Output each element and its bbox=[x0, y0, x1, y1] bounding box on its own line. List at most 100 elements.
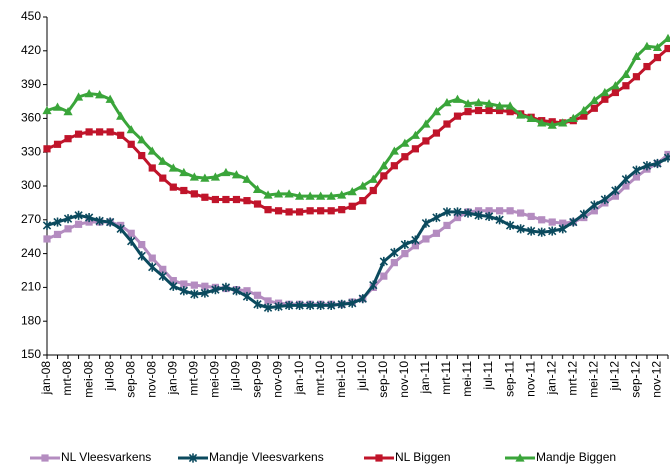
point bbox=[538, 216, 546, 224]
point bbox=[127, 236, 136, 246]
point bbox=[410, 130, 420, 139]
point bbox=[421, 218, 431, 228]
x-tick-label: mrt-10 bbox=[313, 361, 327, 396]
point bbox=[211, 285, 220, 295]
point bbox=[494, 101, 505, 110]
x-tick-label: nov-11 bbox=[523, 361, 537, 397]
point bbox=[201, 282, 209, 290]
point bbox=[653, 53, 662, 62]
point bbox=[190, 281, 198, 289]
x-tick-label: jan-09 bbox=[165, 361, 179, 396]
point bbox=[42, 220, 52, 231]
point bbox=[189, 172, 199, 181]
point bbox=[390, 259, 398, 267]
point bbox=[190, 289, 199, 299]
point bbox=[106, 128, 114, 136]
point bbox=[242, 174, 252, 183]
legend-label: NL Biggen bbox=[395, 450, 451, 464]
point bbox=[347, 187, 357, 196]
point bbox=[548, 226, 557, 236]
point bbox=[326, 191, 336, 200]
point bbox=[390, 162, 398, 170]
x-tick-label: sep-11 bbox=[502, 361, 516, 397]
point bbox=[611, 192, 619, 200]
point bbox=[632, 73, 641, 81]
y-tick-label: 450 bbox=[21, 9, 41, 23]
point bbox=[274, 207, 283, 215]
point bbox=[263, 190, 273, 199]
point bbox=[53, 230, 62, 239]
point bbox=[506, 207, 514, 215]
point bbox=[631, 51, 642, 61]
point bbox=[231, 170, 242, 179]
point bbox=[432, 129, 441, 137]
point bbox=[317, 207, 325, 215]
point bbox=[401, 250, 409, 258]
point bbox=[642, 41, 652, 50]
point bbox=[337, 190, 347, 199]
point bbox=[53, 140, 62, 148]
legend-label: Mandje Biggen bbox=[536, 450, 616, 464]
point bbox=[148, 262, 157, 272]
point bbox=[138, 240, 146, 249]
point bbox=[159, 174, 167, 182]
point bbox=[358, 294, 367, 304]
point bbox=[169, 281, 178, 291]
point bbox=[232, 286, 241, 296]
point bbox=[327, 207, 335, 215]
point bbox=[653, 158, 662, 169]
point bbox=[422, 235, 430, 243]
y-tick-label: 210 bbox=[21, 280, 41, 294]
point bbox=[421, 119, 431, 128]
point bbox=[221, 167, 231, 177]
point bbox=[664, 44, 670, 53]
point bbox=[663, 153, 670, 163]
point bbox=[63, 107, 73, 116]
point bbox=[590, 200, 599, 210]
y-tick-label: 180 bbox=[21, 313, 41, 327]
point bbox=[517, 209, 525, 217]
point bbox=[611, 88, 619, 97]
point bbox=[380, 172, 388, 180]
point bbox=[138, 151, 146, 160]
point bbox=[642, 161, 652, 171]
y-tick-label: 150 bbox=[21, 347, 41, 361]
point bbox=[369, 280, 378, 290]
point bbox=[190, 190, 198, 198]
point bbox=[432, 212, 441, 223]
point bbox=[527, 226, 536, 236]
point bbox=[296, 208, 304, 216]
point bbox=[305, 191, 315, 200]
point bbox=[338, 206, 346, 214]
point bbox=[400, 138, 410, 147]
x-tick-label: mei-08 bbox=[81, 361, 95, 398]
legend-label: Mandje Vleesvarkens bbox=[209, 450, 324, 464]
point bbox=[147, 146, 157, 155]
x-tick-label: jan-11 bbox=[418, 361, 432, 395]
point bbox=[369, 186, 377, 195]
point bbox=[179, 167, 189, 177]
point bbox=[243, 197, 251, 205]
point bbox=[473, 98, 484, 107]
point bbox=[273, 189, 284, 198]
point bbox=[285, 208, 293, 216]
series-line bbox=[46, 153, 669, 306]
point bbox=[622, 82, 630, 90]
point bbox=[569, 217, 578, 227]
point bbox=[632, 165, 641, 175]
point bbox=[201, 193, 209, 201]
point bbox=[610, 81, 620, 90]
x-tick-label: nov-10 bbox=[397, 361, 411, 398]
point bbox=[169, 277, 177, 285]
point bbox=[316, 191, 326, 200]
point bbox=[359, 197, 367, 205]
point bbox=[148, 254, 156, 262]
x-tick-label: mrt-09 bbox=[187, 361, 201, 396]
point bbox=[380, 272, 388, 280]
point bbox=[453, 112, 462, 120]
point bbox=[432, 229, 441, 237]
point bbox=[222, 195, 230, 204]
x-tick-label: sep-09 bbox=[250, 361, 264, 398]
point bbox=[484, 99, 494, 108]
